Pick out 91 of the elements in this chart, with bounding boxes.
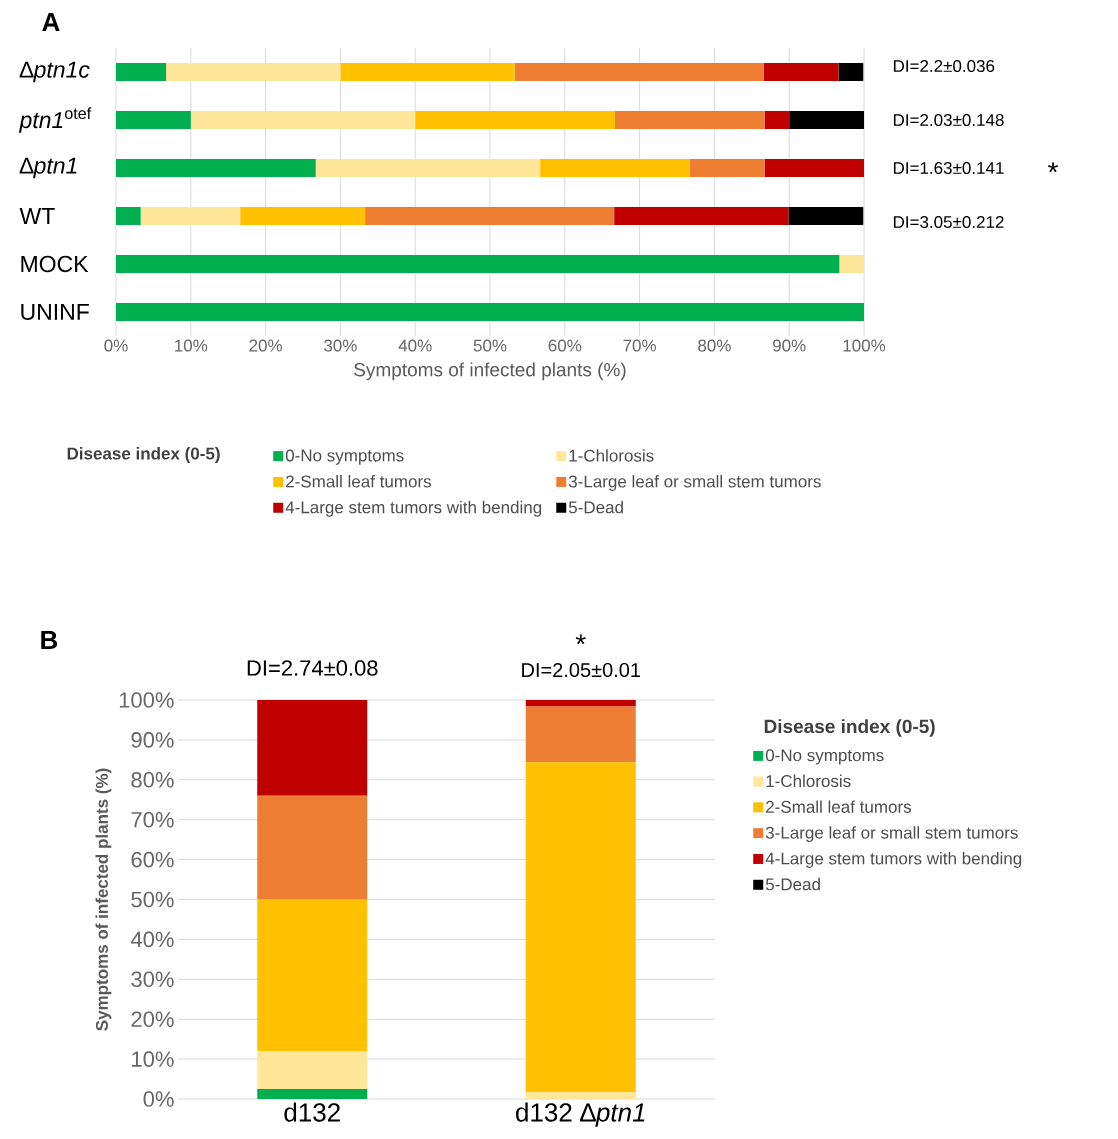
y-tick-label: MOCK — [21, 255, 89, 273]
y-tick-label: WT — [19, 208, 55, 224]
bar — [240, 207, 366, 226]
y-tick-label: 30% — [131, 971, 174, 988]
legend-label: 0-No symptoms — [765, 749, 884, 765]
legend-label: 5-Dead — [568, 500, 623, 514]
x-tick-label: d132 ∆ptn1 — [516, 1102, 645, 1127]
y-tick-label: 100% — [119, 692, 174, 708]
x-tick-label: 20% — [249, 339, 282, 352]
legend-label: 2-Small leaf tumors — [766, 800, 912, 813]
y-tick-label: ∆ptn1 — [19, 157, 77, 179]
bar — [140, 207, 241, 226]
bar — [166, 63, 341, 81]
y-tick-label: 10% — [132, 1051, 174, 1067]
bar — [540, 159, 690, 177]
y-tick-label: 60% — [131, 851, 174, 868]
bar — [514, 63, 764, 81]
text: * — [1048, 162, 1059, 173]
legend-label: 4-Large stem tumors with bending — [765, 852, 1022, 868]
bar — [614, 111, 765, 129]
x-tick-label: 0% — [104, 339, 128, 352]
bar — [525, 1092, 636, 1100]
bar — [257, 700, 368, 796]
bar — [764, 159, 865, 177]
bar — [689, 159, 765, 177]
bar — [763, 63, 839, 81]
bar — [614, 207, 789, 226]
bar — [415, 111, 615, 129]
y-tick-label: ∆ptn1c — [19, 61, 90, 83]
bar — [525, 700, 636, 707]
text: DI=1.63±0.141 — [893, 161, 1004, 175]
x-tick-label: 40% — [398, 339, 432, 352]
bar — [116, 207, 141, 226]
y-tick-label: 80% — [131, 772, 174, 788]
chart-title: B — [41, 631, 58, 649]
bar — [116, 159, 316, 177]
legend-label: 3-Large leaf or small stem tumors — [568, 475, 821, 491]
bar — [789, 111, 865, 129]
bar — [116, 303, 865, 322]
bar — [788, 207, 864, 226]
bar — [257, 899, 368, 1052]
x-tick-label: 10% — [175, 339, 208, 352]
y-tick-label: ptn1$^{otef}$ — [18, 107, 92, 133]
bar — [257, 1089, 368, 1100]
y-tick-label: 70% — [131, 811, 174, 828]
bar — [340, 63, 515, 81]
legend-label: 4-Large stem tumors with bending — [285, 500, 542, 517]
bar — [365, 207, 615, 226]
y-tick-label: 50% — [131, 891, 174, 908]
bar — [116, 111, 191, 129]
x-tick-label: 90% — [773, 339, 806, 352]
text: DI=2.03±0.148 — [893, 113, 1004, 127]
y-tick-label: 90% — [131, 732, 174, 748]
bar — [315, 159, 541, 177]
bar — [190, 111, 416, 129]
bar — [116, 63, 167, 81]
text: DI=2.2±0.036 — [893, 59, 995, 73]
chart-title: A — [42, 13, 60, 31]
x-tick-label: 30% — [324, 339, 357, 352]
text: DI=3.05±0.212 — [893, 215, 1004, 229]
bar — [839, 255, 865, 274]
y-tick-label: 0% — [143, 1091, 174, 1107]
legend-title: Disease index (0-5) — [764, 719, 935, 737]
x-tick-label: 100% — [843, 339, 886, 352]
legend-label: 2-Small leaf tumors — [286, 475, 432, 488]
legend-label: 1-Chlorosis — [766, 774, 851, 788]
y-axis-title: Symptoms of infected plants (%) — [95, 768, 112, 1031]
bar — [525, 706, 636, 763]
bar — [764, 111, 790, 129]
y-tick-label: 20% — [131, 1011, 174, 1027]
x-tick-label: 60% — [548, 339, 582, 352]
bar — [257, 795, 368, 900]
x-tick-label: 50% — [473, 339, 507, 352]
text: * — [575, 634, 586, 645]
legend-label: 3-Large leaf or small stem tumors — [765, 826, 1018, 843]
legend-label: 1-Chlorosis — [569, 449, 654, 462]
bar — [838, 63, 864, 81]
x-tick-label: d132 — [284, 1102, 340, 1122]
legend-label: 0-No symptoms — [285, 449, 404, 465]
legend-label: 5-Dead — [765, 877, 820, 891]
x-tick-label: 70% — [623, 339, 657, 352]
x-tick-label: 80% — [698, 339, 731, 352]
y-tick-label: 40% — [130, 931, 174, 948]
text: DI=2.05±0.01 — [522, 662, 641, 678]
legend-title: Disease index (0-5) — [67, 447, 220, 463]
text: DI=2.74±0.08 — [247, 660, 378, 676]
y-tick-label: UNINF — [21, 303, 89, 321]
x-axis-title: Symptoms of infected plants (%) — [354, 362, 626, 381]
bar — [257, 1051, 368, 1090]
bar — [525, 762, 636, 1093]
bar — [116, 255, 840, 274]
